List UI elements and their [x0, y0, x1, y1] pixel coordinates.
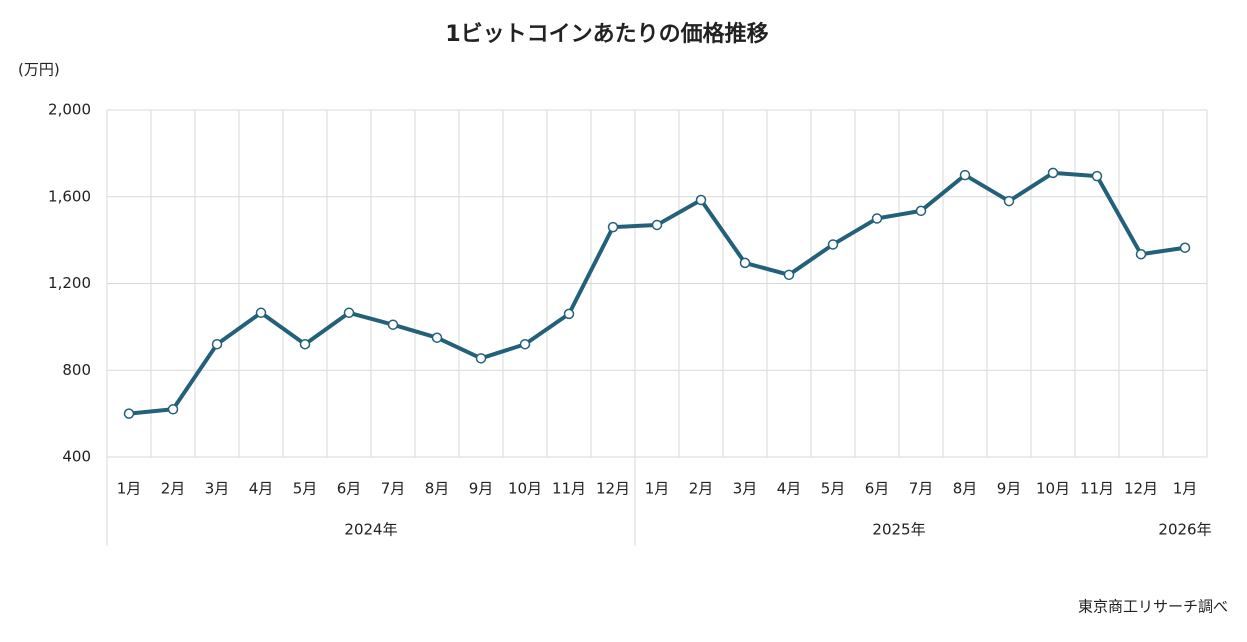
data-point: [519, 338, 531, 350]
data-point: [695, 194, 707, 206]
x-group-label: 2024年: [344, 521, 397, 539]
y-tick-label: 2,000: [48, 101, 91, 119]
x-tick-label: 8月: [425, 480, 450, 498]
x-tick-label: 3月: [733, 480, 758, 498]
data-point: [563, 308, 575, 320]
data-point: [607, 221, 619, 233]
source-note: 東京商工リサーチ調べ: [1078, 598, 1228, 616]
data-point: [915, 205, 927, 217]
data-point: [959, 169, 971, 181]
x-tick-label: 5月: [293, 480, 318, 498]
x-tick-label: 7月: [909, 480, 934, 498]
y-tick-label: 800: [62, 361, 91, 379]
x-tick-label: 2月: [689, 480, 714, 498]
x-tick-label: 11月: [552, 480, 586, 498]
x-tick-label: 8月: [953, 480, 978, 498]
data-point: [255, 307, 267, 319]
data-point: [299, 338, 311, 350]
data-point: [1091, 170, 1103, 182]
data-point: [651, 219, 663, 231]
data-point: [1135, 248, 1147, 260]
data-point: [431, 332, 443, 343]
data-point: [387, 319, 399, 330]
y-tick-label: 1,600: [48, 187, 91, 205]
x-tick-label: 2月: [161, 480, 186, 498]
data-point: [343, 307, 355, 319]
x-tick-label: 1月: [117, 480, 142, 498]
x-group-label: 2026年: [1158, 521, 1211, 539]
data-point: [827, 239, 839, 250]
x-tick-label: 10月: [1036, 480, 1070, 498]
x-tick-label: 9月: [997, 480, 1022, 498]
data-point: [211, 338, 223, 350]
data-point: [783, 269, 795, 281]
x-tick-label: 10月: [508, 480, 542, 498]
data-point: [1179, 242, 1191, 253]
y-axis-label: (万円): [18, 61, 60, 79]
x-tick-label: 6月: [337, 480, 362, 498]
x-tick-label: 3月: [205, 480, 230, 498]
x-group-label: 2025年: [872, 521, 925, 539]
x-tick-label: 6月: [865, 480, 890, 498]
x-tick-label: 12月: [1124, 480, 1158, 498]
data-point: [167, 404, 179, 415]
x-tick-label: 4月: [249, 480, 274, 498]
x-tick-label: 9月: [469, 480, 494, 498]
data-point: [123, 408, 135, 419]
x-tick-label: 1月: [645, 480, 670, 498]
x-tick-label: 5月: [821, 480, 846, 498]
data-line: [128, 170, 1186, 416]
chart-title: 1ビットコインあたりの価格推移: [445, 21, 768, 47]
y-tick-label: 400: [62, 448, 91, 466]
data-point: [1003, 195, 1015, 207]
y-tick-label: 1,200: [48, 274, 91, 292]
x-tick-label: 7月: [381, 480, 406, 498]
data-point: [475, 353, 487, 364]
x-tick-label: 4月: [777, 480, 802, 498]
data-point: [871, 213, 883, 224]
x-tick-label: 12月: [596, 480, 630, 498]
x-tick-label: 1月: [1173, 480, 1198, 498]
x-tick-label: 11月: [1080, 480, 1114, 498]
data-point: [1047, 167, 1059, 179]
data-point: [739, 257, 751, 269]
